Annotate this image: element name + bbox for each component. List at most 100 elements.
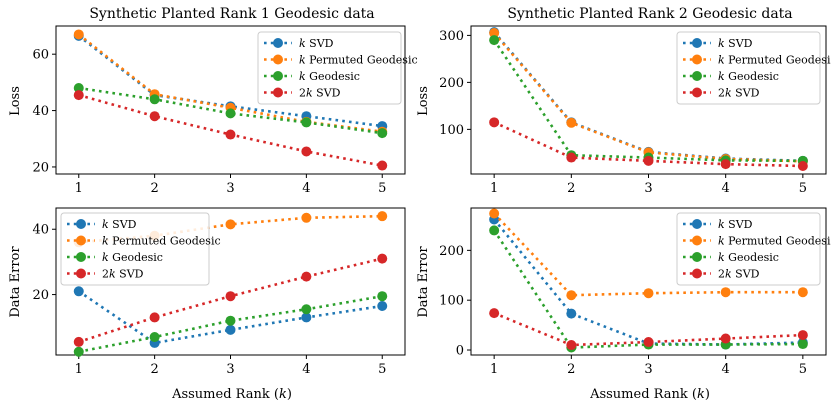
series-4-point [301, 271, 312, 282]
series-line-4 [493, 311, 803, 347]
series-2-point [489, 28, 500, 39]
series-4-point [149, 312, 160, 323]
x-tick-label: 1 [75, 181, 83, 196]
legend-marker [273, 38, 283, 48]
legend-label: k Geodesic [299, 70, 360, 83]
x-tick-label: 5 [799, 181, 807, 196]
series-2-point [643, 288, 654, 299]
series-3-point [489, 225, 500, 236]
x-tick-label: 2 [150, 181, 158, 196]
y-tick-label: 200 [439, 244, 464, 259]
series-3-point [489, 35, 500, 46]
x-tick-label: 3 [644, 181, 652, 196]
series-1-point [301, 312, 312, 323]
y-axis-label: Data Error [416, 246, 431, 318]
series-4-point [377, 160, 388, 171]
y-tick-label: 40 [32, 223, 49, 238]
series-2-point [720, 287, 731, 298]
legend-marker [692, 268, 702, 279]
series-4-point [225, 291, 236, 302]
legend-label: k SVD [718, 218, 753, 231]
x-tick-label: 1 [75, 362, 83, 377]
legend-marker [76, 252, 86, 262]
y-tick-label: 300 [439, 29, 464, 44]
legend-label: k Permuted Geodesic [718, 235, 831, 248]
series-3-point [301, 304, 312, 315]
series-2-point [301, 212, 312, 223]
x-tick-label: 5 [378, 181, 386, 196]
series-line-3 [493, 229, 803, 349]
series-3-point [73, 346, 84, 357]
series-3-point [73, 83, 84, 94]
legend-marker [76, 219, 86, 229]
legend-label: k Permuted Geodesic [299, 54, 418, 67]
series-3-point [225, 315, 236, 326]
legend-box [60, 212, 210, 286]
x-tick-label: 1 [490, 181, 498, 196]
legend-box [676, 212, 821, 286]
y-tick-label: 200 [439, 76, 464, 91]
legend-label: k Permuted Geodesic [102, 235, 221, 248]
legend-label: 2k SVD [102, 268, 144, 281]
legend-marker [692, 54, 702, 65]
x-tick-label: 3 [226, 181, 234, 196]
legend: k SVD k Permuted Geodesic k Geodesic 2k SVD [60, 212, 221, 286]
x-axis-label: Assumed Rank (k) [589, 387, 710, 402]
legend-label: 2k SVD [718, 87, 760, 100]
series-4-point [720, 159, 731, 170]
series-2-point [489, 208, 500, 219]
series-4-point [149, 111, 160, 122]
legend-label: 2k SVD [299, 87, 341, 100]
x-tick-label: 5 [799, 362, 807, 377]
legend-box [676, 31, 821, 105]
legend-label: k SVD [102, 218, 137, 231]
series-4-point [797, 330, 808, 341]
legend: k SVD k Permuted Geodesic k Geodesic 2k SVD [676, 212, 831, 286]
panel-rank2-data-error: Data Error Assumed Rank (k) 1 2 3 4 5 0 100 200… [416, 207, 831, 402]
legend: k SVD k Permuted Geodesic k Geodesic 2k SVD [257, 31, 418, 105]
series-3-point [797, 339, 808, 350]
series-2-point [566, 117, 577, 128]
y-tick-label: 0 [456, 344, 464, 359]
series-2-point [797, 287, 808, 298]
series-3-point [149, 332, 160, 343]
legend-marker [76, 268, 86, 279]
legend-marker [692, 235, 702, 246]
series-1-point [225, 324, 236, 335]
legend-marker [273, 71, 283, 81]
series-3-point [377, 291, 388, 302]
x-tick-label: 3 [644, 362, 652, 377]
legend: k SVD k Permuted Geodesic k Geodesic 2k SVD [676, 31, 831, 105]
y-axis-label: Data Error [8, 246, 23, 318]
chart-title: Synthetic Planted Rank 2 Geodesic data [507, 6, 792, 22]
legend-box [257, 31, 402, 105]
legend-label: k Geodesic [718, 251, 779, 264]
y-tick-label: 20 [32, 288, 49, 303]
x-tick-label: 5 [378, 362, 386, 377]
legend-marker [692, 38, 702, 48]
series-1-point [73, 286, 84, 297]
legend-marker [692, 252, 702, 262]
legend-label: k Geodesic [102, 251, 163, 264]
series-4-point [643, 155, 654, 166]
series-3-point [149, 94, 160, 105]
x-tick-label: 2 [567, 181, 575, 196]
y-tick-label: 20 [32, 160, 49, 175]
series-4-point [489, 117, 500, 128]
series-4-point [377, 253, 388, 264]
y-tick-label: 100 [439, 294, 464, 309]
series-2-point [73, 29, 84, 40]
y-tick-label: 100 [439, 123, 464, 138]
series-4-point [73, 90, 84, 101]
panel-rank1-loss: Synthetic Planted Rank 1 Geodesic data L… [8, 6, 418, 196]
x-tick-label: 1 [490, 362, 498, 377]
series-line-4 [493, 121, 803, 168]
legend-marker [76, 235, 86, 246]
series-3-point [301, 117, 312, 128]
series-line-2 [493, 212, 803, 297]
legend-marker [692, 219, 702, 229]
legend-marker [692, 71, 702, 81]
x-tick-label: 3 [226, 362, 234, 377]
series-1-point [566, 308, 577, 319]
